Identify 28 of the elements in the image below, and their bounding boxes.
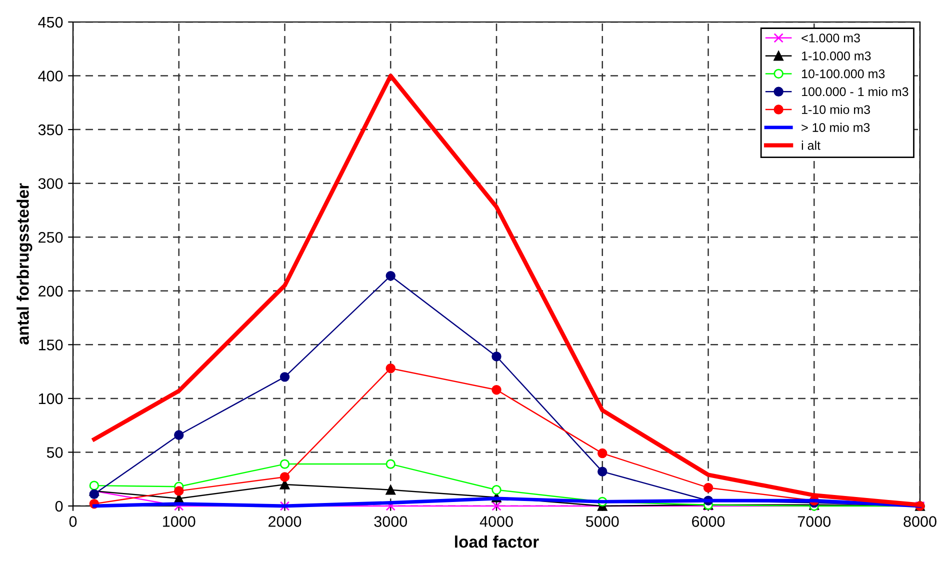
x-tick-label: 4000 — [480, 516, 513, 527]
x-tick-label: 2000 — [268, 516, 302, 527]
legend-label: 1-10.000 m3 — [802, 51, 871, 60]
x-tick-label: 8000 — [904, 516, 936, 527]
x-tick-label: 3000 — [374, 516, 408, 527]
y-tick-label: 0 — [55, 500, 63, 512]
legend-label: i alt — [802, 140, 820, 150]
y-tick-label: 200 — [38, 286, 63, 297]
x-tick-label: 1000 — [163, 516, 196, 527]
y-tick-label: 150 — [38, 340, 63, 350]
y-tick-label: 50 — [46, 447, 63, 458]
legend-label: 10-100.000 m3 — [802, 69, 885, 78]
x-tick-label: 7000 — [798, 516, 831, 527]
y-axis-title: antal forbrugssteder — [16, 183, 32, 345]
x-tick-label: 5000 — [586, 516, 619, 527]
y-tick-label: 300 — [38, 178, 63, 190]
legend-label: > 10 mio m3 — [802, 122, 870, 132]
y-tick-label: 350 — [38, 124, 63, 136]
y-tick-label: 400 — [38, 70, 63, 82]
y-tick-label: 100 — [38, 393, 63, 404]
x-tick-label: 0 — [69, 516, 77, 527]
y-tick-label: 250 — [38, 232, 63, 243]
legend-label: <1.000 m3 — [802, 34, 860, 42]
x-tick-label: 6000 — [692, 516, 725, 527]
legend-label: 100.000 - 1 mio m3 — [802, 86, 908, 96]
legend-label: 1-10 mio m3 — [802, 104, 870, 114]
y-tick-label: 450 — [38, 16, 63, 28]
x-axis-title: load factor — [455, 536, 539, 548]
